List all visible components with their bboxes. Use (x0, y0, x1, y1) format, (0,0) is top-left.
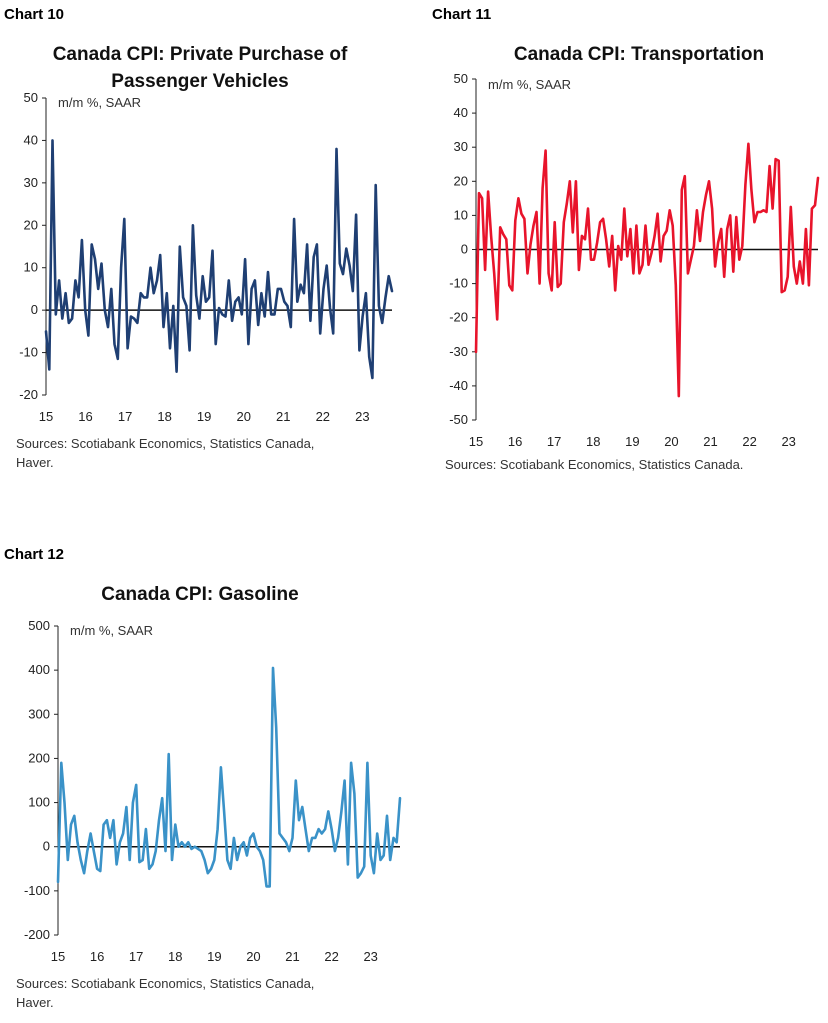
y-tick-label: 300 (28, 706, 50, 721)
source-line-1: Sources: Scotiabank Economics, Statistic… (445, 457, 744, 472)
x-tick-label: 19 (207, 949, 221, 964)
y-tick-label: -20 (19, 387, 38, 402)
y-tick-label: -200 (24, 927, 50, 942)
chart-11: Chart 11 Canada CPI: Transportation 50 40… (414, 0, 828, 490)
chart-source: Sources: Scotiabank Economics, Statistic… (16, 434, 314, 472)
y-tick-label: 10 (454, 207, 468, 222)
chart-title: Canada CPI: Transportation (454, 41, 824, 68)
y-tick-label: 40 (24, 132, 38, 147)
x-tick-label: 16 (90, 949, 104, 964)
x-tick-label: 22 (316, 409, 330, 424)
y-tick-label: -100 (24, 883, 50, 898)
source-line-2: Haver. (16, 995, 54, 1010)
series-line (44, 139, 394, 380)
y-unit-label: m/m %, SAAR (58, 95, 141, 110)
y-tick-label: 200 (28, 750, 50, 765)
y-tick-label: 50 (24, 90, 38, 105)
y-tick-label: 20 (24, 217, 38, 232)
source-line-1: Sources: Scotiabank Economics, Statistic… (16, 976, 315, 991)
y-tick-label: 500 (28, 618, 50, 633)
x-tick-label: 19 (625, 434, 639, 449)
x-tick-label: 22 (324, 949, 338, 964)
y-tick-label: 400 (28, 662, 50, 677)
y-unit-label: m/m %, SAAR (70, 623, 153, 638)
chart-label: Chart 10 (4, 6, 65, 23)
y-tick-label: 0 (43, 839, 50, 854)
y-tick-label: 0 (461, 242, 468, 257)
chart-title-line-1: Canada CPI: Gasoline (101, 584, 299, 605)
x-tick-label: 20 (246, 949, 260, 964)
x-tick-label: 18 (168, 949, 182, 964)
y-tick-label: -10 (449, 276, 468, 291)
y-tick-label: -10 (19, 345, 38, 360)
x-tick-label: 20 (664, 434, 678, 449)
chart-title: Canada CPI: Private Purchase of Passenge… (0, 41, 400, 95)
x-tick-label: 20 (236, 409, 250, 424)
y-tick-label: 50 (454, 71, 468, 86)
x-tick-label: 15 (39, 409, 53, 424)
x-tick-label: 18 (157, 409, 171, 424)
y-tick-label: 100 (28, 795, 50, 810)
y-tick-label: 30 (24, 175, 38, 190)
series-line (56, 666, 402, 888)
chart-label: Chart 12 (4, 546, 65, 563)
x-tick-label: 19 (197, 409, 211, 424)
chart-title-line-2: Passenger Vehicles (111, 71, 289, 92)
x-tick-label: 18 (586, 434, 600, 449)
x-tick-label: 16 (78, 409, 92, 424)
y-tick-label: -40 (449, 378, 468, 393)
x-tick-label: 17 (547, 434, 561, 449)
y-tick-label: -50 (449, 412, 468, 427)
x-tick-label: 21 (703, 434, 717, 449)
y-tick-label: 0 (31, 302, 38, 317)
y-unit-label: m/m %, SAAR (488, 77, 571, 92)
chart-title-line-1: Canada CPI: Private Purchase of (52, 44, 348, 65)
x-tick-label: 23 (781, 434, 795, 449)
x-tick-label: 23 (363, 949, 377, 964)
x-tick-label: 17 (129, 949, 143, 964)
x-tick-label: 17 (118, 409, 132, 424)
source-line-1: Sources: Scotiabank Economics, Statistic… (16, 436, 315, 451)
source-line-2: Haver. (16, 455, 54, 470)
x-tick-label: 21 (285, 949, 299, 964)
x-tick-label: 22 (742, 434, 756, 449)
y-tick-label: -30 (449, 344, 468, 359)
y-tick-label: 20 (454, 173, 468, 188)
x-tick-label: 21 (276, 409, 290, 424)
chart-10: Chart 10 Canada CPI: Private Purchase of… (0, 0, 414, 490)
y-tick-label: 40 (454, 105, 468, 120)
series-line (474, 142, 820, 398)
chart-12: Chart 12 Canada CPI: Gasoline 500 400 300 2… (0, 540, 414, 1023)
x-tick-label: 15 (51, 949, 65, 964)
y-tick-label: 10 (24, 260, 38, 275)
x-tick-label: 23 (355, 409, 369, 424)
chart-title: Canada CPI: Gasoline (0, 581, 400, 608)
y-tick-label: 30 (454, 139, 468, 154)
chart-label: Chart 11 (432, 6, 492, 23)
chart-title-line-1: Canada CPI: Transportation (513, 44, 765, 65)
x-tick-label: 16 (508, 434, 522, 449)
x-tick-label: 15 (469, 434, 483, 449)
y-tick-label: -20 (449, 310, 468, 325)
chart-source: Sources: Scotiabank Economics, Statistic… (16, 974, 314, 1012)
chart-source: Sources: Scotiabank Economics, Statistic… (445, 455, 743, 474)
